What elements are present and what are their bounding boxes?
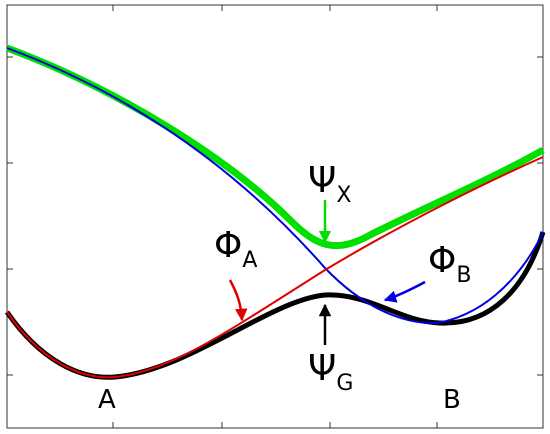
label-psi-g: ΨG — [308, 348, 353, 396]
label-psi-x: ΨX — [308, 160, 351, 208]
symbol: Φ — [214, 225, 242, 266]
frame — [6, 4, 544, 429]
subscript: A — [242, 248, 257, 273]
curve-psi-g — [4, 231, 546, 380]
curve-psi-x — [5, 44, 545, 250]
label-phi-b: ΦB — [428, 240, 471, 288]
label-phi-a: ΦA — [214, 225, 257, 273]
curve-phi-a — [6, 156, 544, 379]
symbol: Ψ — [308, 160, 336, 201]
subscript: X — [336, 183, 351, 208]
ticks — [7, 5, 543, 428]
symbol: Ψ — [308, 348, 336, 389]
well-label: A — [98, 385, 116, 415]
subscript: G — [336, 371, 353, 396]
arrow-phi-b — [383, 280, 426, 303]
well-label: B — [443, 385, 461, 415]
curve-phi-b — [6, 47, 544, 324]
symbol: Φ — [428, 240, 456, 281]
subscript: B — [456, 263, 471, 288]
arrow-phi-a — [228, 279, 248, 322]
